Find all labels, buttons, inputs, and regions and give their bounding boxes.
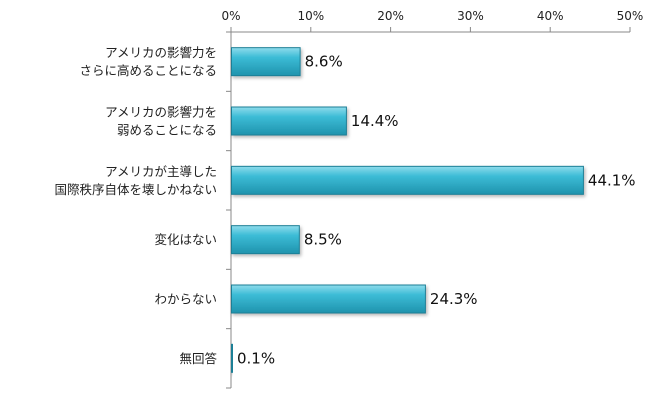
category-label: わからない	[154, 292, 217, 307]
x-tick-label: 30%	[457, 9, 484, 23]
data-label: 8.6%	[305, 53, 343, 71]
x-tick-label: 10%	[297, 9, 324, 23]
data-label: 8.5%	[304, 231, 342, 249]
bar	[231, 106, 347, 136]
x-tick-label: 0%	[221, 9, 240, 23]
data-label: 0.1%	[237, 349, 275, 367]
x-tick-label: 20%	[377, 9, 404, 23]
axes: 0% 10% 20% 30% 40% 50%	[221, 9, 644, 389]
bar	[231, 165, 584, 195]
category-label: さらに高めることになる	[79, 63, 217, 78]
x-tick-label: 40%	[537, 9, 564, 23]
bars	[231, 47, 584, 373]
category-label: 国際秩序自体を壊しかねない	[54, 182, 217, 197]
category-label: アメリカの影響力を	[105, 45, 217, 60]
bar	[231, 225, 300, 255]
category-label: アメリカの影響力を	[105, 105, 217, 120]
labels: 8.6%アメリカの影響力をさらに高めることになる14.4%アメリカの影響力を弱め…	[54, 45, 635, 367]
category-label: 変化はない	[154, 232, 217, 247]
x-tick-label: 50%	[617, 9, 644, 23]
category-label: 無回答	[179, 351, 217, 366]
category-label: 弱めることになる	[117, 123, 217, 138]
bar	[231, 284, 426, 314]
category-label: アメリカが主導した	[105, 164, 217, 179]
data-label: 44.1%	[588, 171, 636, 189]
bar	[231, 47, 301, 77]
data-label: 24.3%	[430, 290, 478, 308]
bar	[231, 343, 233, 373]
data-label: 14.4%	[351, 112, 399, 130]
